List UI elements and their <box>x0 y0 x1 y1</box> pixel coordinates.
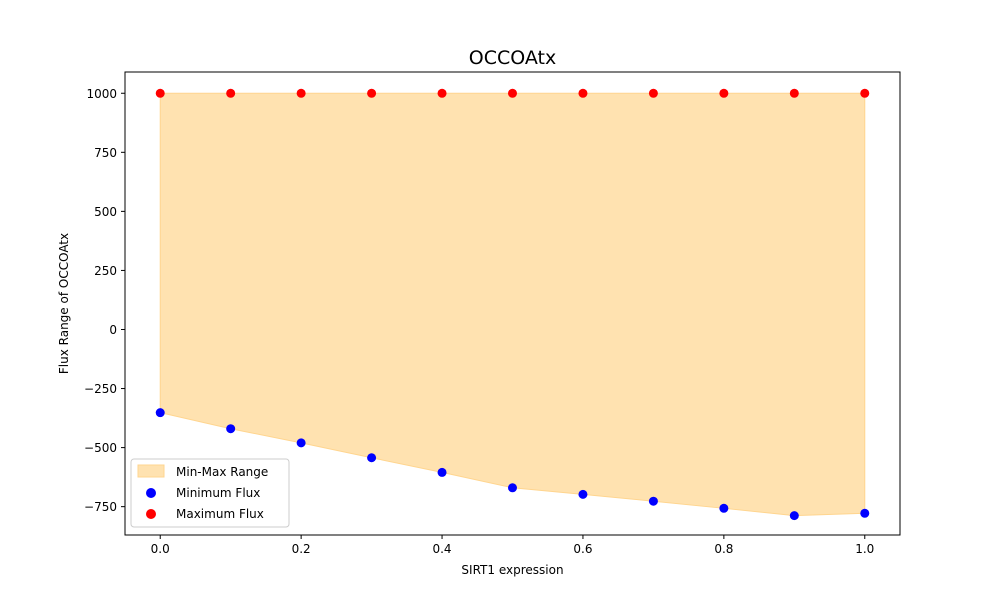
max-flux-point <box>226 88 236 98</box>
y-tick-label: 1000 <box>86 87 117 101</box>
min-flux-point <box>296 438 306 448</box>
min-flux-point <box>860 508 870 518</box>
x-tick-label: 0.8 <box>714 542 733 556</box>
min-flux-point <box>437 467 447 477</box>
y-tick-label: −250 <box>84 382 117 396</box>
min-flux-point <box>789 511 799 521</box>
max-flux-point <box>648 88 658 98</box>
legend-swatch-range <box>137 464 165 478</box>
axes-frame <box>124 71 901 536</box>
x-tick-label: 0.6 <box>573 542 592 556</box>
legend-label-min: Minimum Flux <box>176 486 260 500</box>
min-flux-point <box>367 453 377 463</box>
legend: Min-Max Range Minimum Flux Maximum Flux <box>130 458 290 528</box>
plot-area <box>155 88 870 521</box>
min-flux-point <box>719 503 729 513</box>
max-flux-point <box>578 88 588 98</box>
min-flux-point <box>578 489 588 499</box>
y-tick-label: 750 <box>94 146 117 160</box>
legend-label-max: Maximum Flux <box>176 507 264 521</box>
x-axis-label: SIRT1 expression <box>461 563 563 577</box>
min-flux-point <box>648 496 658 506</box>
x-tick-label: 1.0 <box>855 542 874 556</box>
max-flux-point <box>296 88 306 98</box>
max-flux-point <box>155 88 165 98</box>
max-flux-point <box>508 88 517 98</box>
y-axis-label: Flux Range of OCCOAtx <box>57 233 71 374</box>
legend-marker-min <box>146 488 156 498</box>
max-flux-point <box>437 88 447 98</box>
y-tick-label: 500 <box>94 205 117 219</box>
min-flux-point <box>508 483 517 493</box>
min-flux-point <box>226 424 236 434</box>
max-flux-point <box>860 88 870 98</box>
x-tick-label: 0.2 <box>292 542 311 556</box>
y-axis-ticks: −750 −500 −250 0 250 500 750 1000 <box>84 87 125 514</box>
legend-label-range: Min-Max Range <box>176 465 268 479</box>
chart-title: OCCOAtx <box>469 47 556 69</box>
max-flux-point <box>789 88 799 98</box>
y-tick-label: −750 <box>84 500 117 514</box>
legend-marker-max <box>146 509 156 519</box>
legend-box <box>130 458 290 528</box>
y-tick-label: 0 <box>109 323 117 337</box>
x-tick-label: 0.0 <box>151 542 170 556</box>
x-axis-ticks: 0.0 0.2 0.4 0.6 0.8 1.0 <box>151 535 874 556</box>
max-flux-point <box>367 88 377 98</box>
y-tick-label: 250 <box>94 264 117 278</box>
max-flux-point <box>719 88 729 98</box>
y-tick-label: −500 <box>84 441 117 455</box>
x-tick-label: 0.4 <box>432 542 451 556</box>
min-flux-point <box>155 408 165 418</box>
